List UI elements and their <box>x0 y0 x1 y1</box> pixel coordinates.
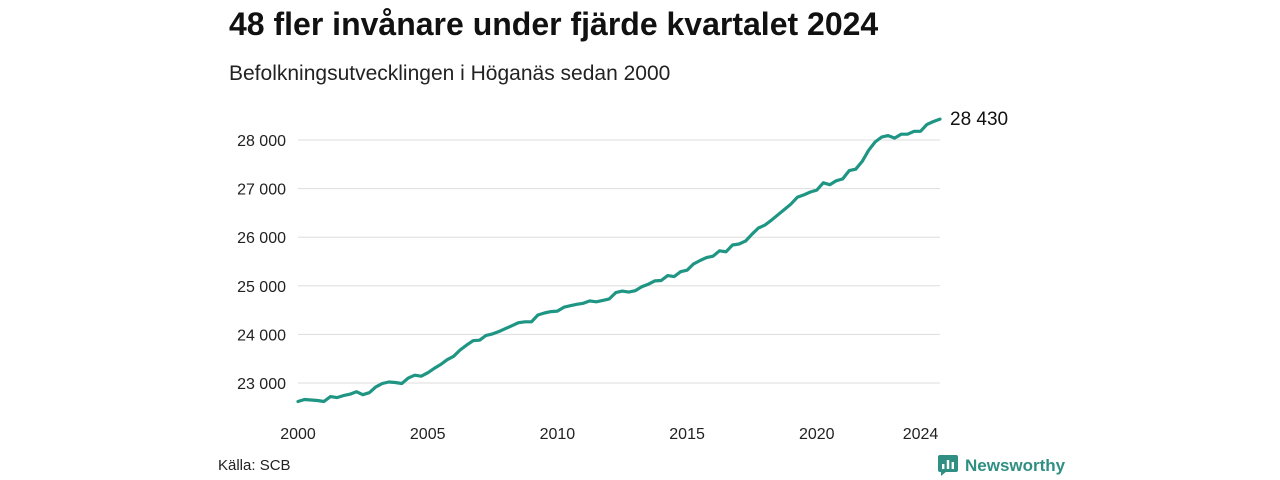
x-axis-ticks: 2000 2005 2010 2015 2020 2024 <box>280 426 938 443</box>
chart-title: 48 fler invånare under fjärde kvartalet … <box>229 6 879 42</box>
gridlines <box>298 139 940 384</box>
end-value-label: 28 430 <box>950 109 1008 130</box>
brand-name: Newsworthy <box>965 455 1066 475</box>
chart-subtitle: Befolkningsutvecklingen i Höganäs sedan … <box>229 62 671 85</box>
x-tick-label: 2000 <box>280 426 316 443</box>
y-tick-label: 28 000 <box>237 133 286 150</box>
x-tick-label: 2024 <box>903 426 939 443</box>
x-tick-label: 2020 <box>799 426 835 443</box>
y-axis-ticks: 23 000 24 000 25 000 26 000 27 000 28 000 <box>237 133 286 393</box>
y-tick-label: 23 000 <box>237 376 286 393</box>
newsworthy-logo-icon <box>938 455 958 476</box>
y-tick-label: 24 000 <box>237 327 286 344</box>
series-line <box>296 117 942 404</box>
y-tick-label: 27 000 <box>237 182 286 199</box>
y-tick-label: 25 000 <box>237 279 286 296</box>
x-tick-label: 2005 <box>410 426 446 443</box>
brand-logo: Newsworthy <box>938 455 1065 476</box>
x-tick-label: 2010 <box>540 426 576 443</box>
y-tick-label: 26 000 <box>237 230 286 247</box>
source-note: Källa: SCB <box>218 457 291 474</box>
x-tick-label: 2015 <box>669 426 705 443</box>
